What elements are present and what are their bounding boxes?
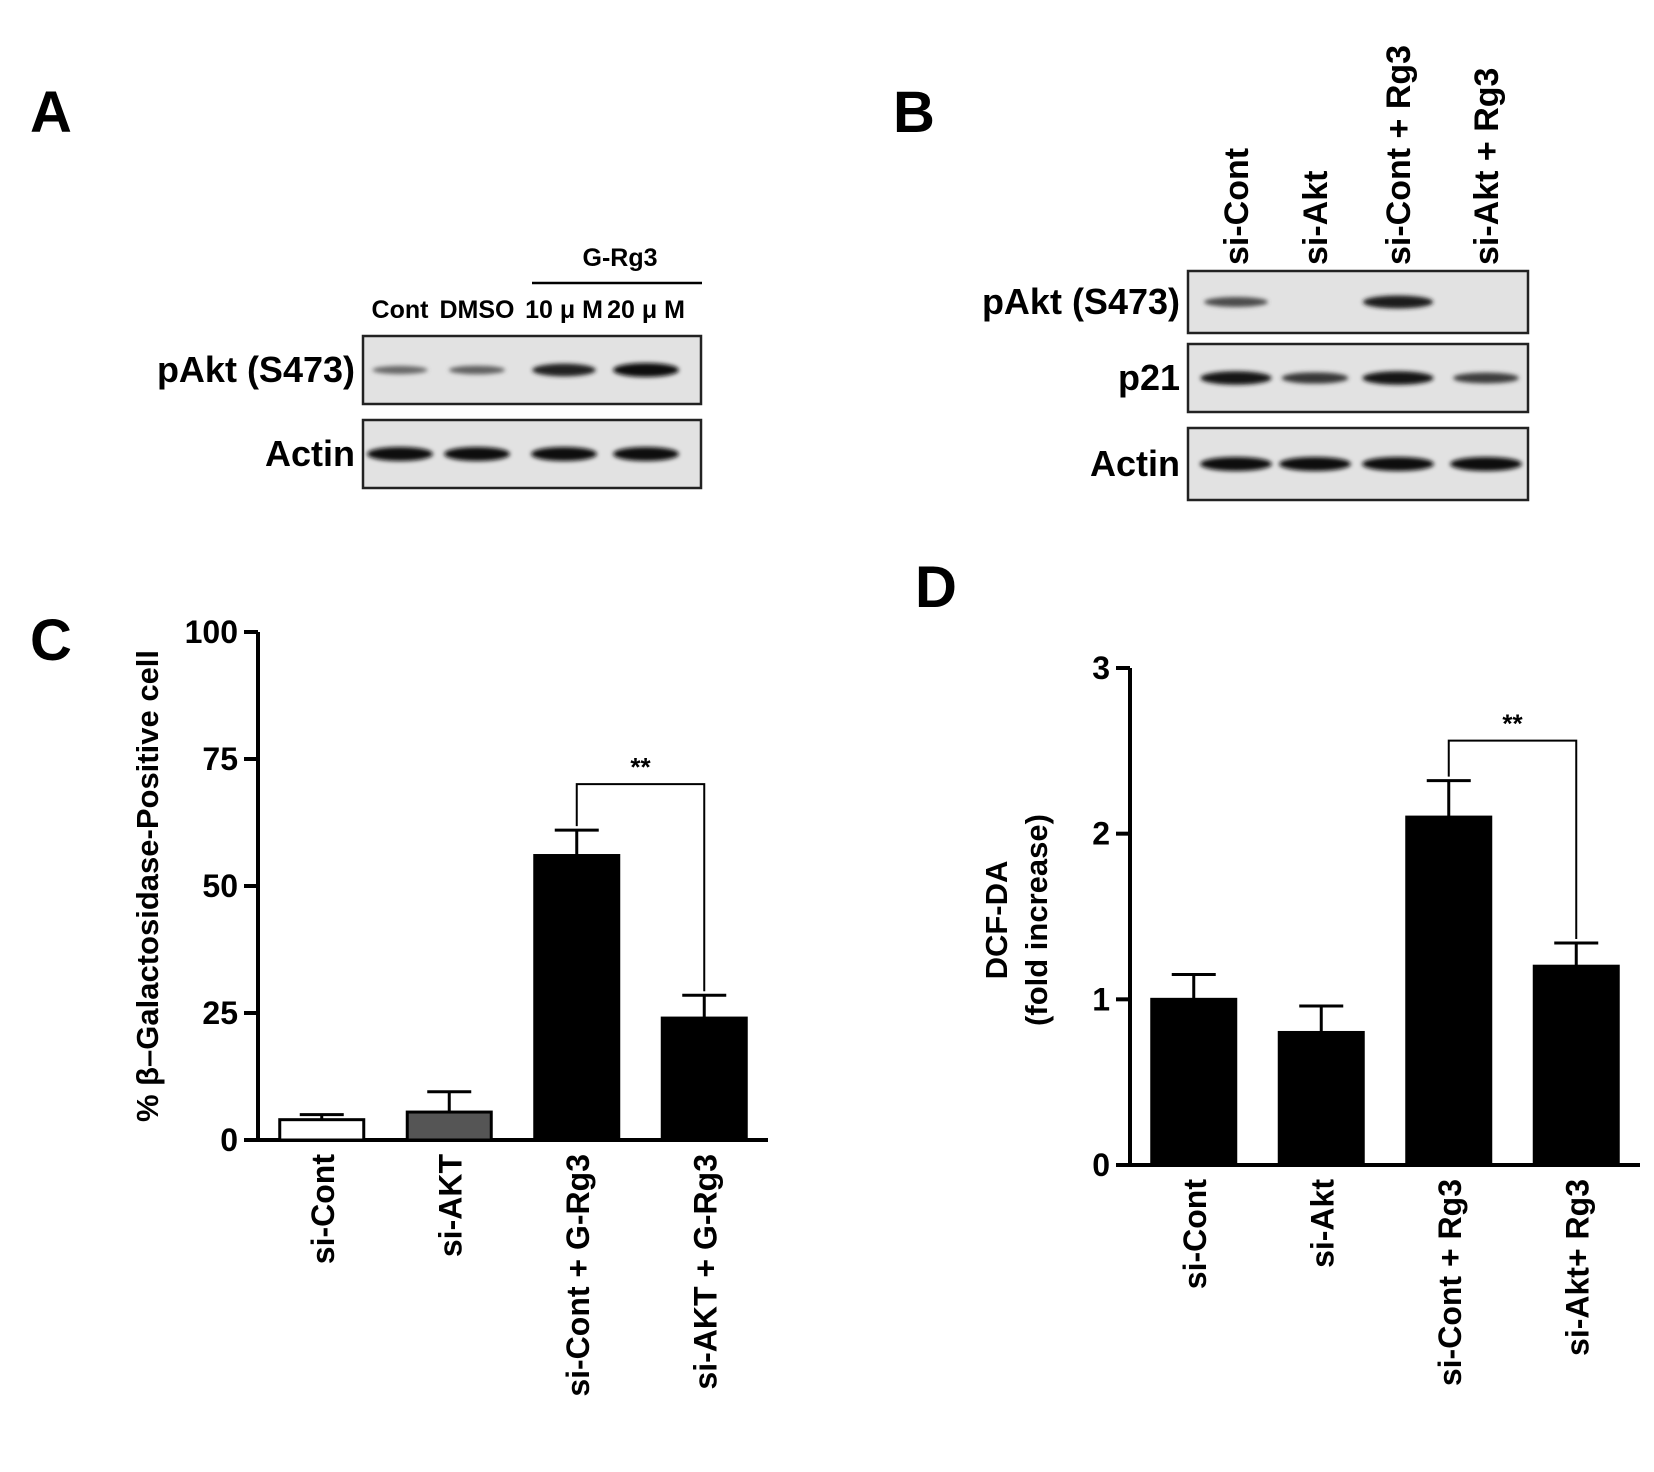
blot-band — [448, 365, 506, 375]
blot-row-label: pAkt (S473) — [157, 349, 355, 390]
x-category-label: si-Akt — [1304, 1179, 1340, 1268]
y-tick-label: 25 — [202, 995, 238, 1031]
blot-band — [1362, 295, 1434, 309]
chart-c-senescence: 0 25 50 75 100 % β–Galactosidase-Positive cel… — [130, 614, 768, 1397]
chart-d-dcf-da: 0 1 2 3 DCF-DA (fold increase) si-Cont si-Akt si… — [979, 650, 1640, 1386]
blot-strip: pAkt (S473) — [982, 269, 1530, 335]
significance-label: ** — [1502, 709, 1523, 739]
bar-4 — [660, 1016, 748, 1142]
blot-band — [444, 447, 510, 461]
blot-band — [532, 363, 596, 377]
y-tick-label: 75 — [202, 741, 238, 777]
blot-band — [531, 447, 597, 461]
bar-3 — [533, 854, 621, 1142]
blot-band — [1279, 457, 1351, 471]
blot-band — [1450, 457, 1522, 471]
blot-row-label: Actin — [1090, 443, 1180, 484]
blot-strip: Actin — [265, 418, 703, 490]
blot-band — [1362, 371, 1434, 385]
panel-c-letter: C — [30, 608, 72, 673]
panel-a-lane-label: DMSO — [440, 296, 515, 324]
y-tick-label: 0 — [220, 1122, 238, 1158]
panel-b-lane-label: si-Cont + Rg3 — [1380, 45, 1418, 265]
x-category-label: si-Cont — [1177, 1179, 1213, 1290]
panel-a-western-blot: G-Rg3 Cont DMSO 10 μ M 20 μ M pAkt (S473) Ac… — [157, 244, 703, 490]
bar-2 — [1277, 1030, 1365, 1167]
bar-1 — [278, 1118, 366, 1142]
blot-band — [1200, 371, 1272, 385]
panel-b-lane-label: si-Akt — [1297, 171, 1335, 265]
significance-label: ** — [630, 752, 651, 782]
panel-b-western-blot: si-Cont si-Akt si-Cont + Rg3 si-Akt + Rg3 p… — [982, 45, 1530, 502]
significance-bracket — [1447, 739, 1578, 940]
x-category-label: si-AKT — [432, 1154, 468, 1258]
panel-b-lane-label: si-Akt + Rg3 — [1468, 68, 1506, 265]
x-category-label: si-Cont + Rg3 — [1432, 1179, 1468, 1386]
panel-a-lane-label: Cont — [372, 296, 430, 324]
panel-a-lane-label: 20 μ M — [607, 296, 685, 324]
x-category-label: si-AKT + G-Rg3 — [687, 1154, 723, 1390]
y-tick-label: 3 — [1092, 650, 1110, 686]
blot-band — [1281, 372, 1349, 384]
y-tick-label: 50 — [202, 868, 238, 904]
panel-a-group-label: G-Rg3 — [583, 244, 658, 272]
y-tick-label: 2 — [1092, 816, 1110, 852]
bar-2 — [405, 1110, 493, 1142]
y-axis-title: DCF-DA — [979, 861, 1014, 980]
blot-band — [372, 365, 428, 375]
x-category-label: si-Cont + G-Rg3 — [560, 1154, 596, 1397]
x-category-label: si-Cont — [305, 1154, 341, 1265]
blot-row-label: Actin — [265, 433, 355, 474]
panel-d-letter: D — [915, 555, 957, 620]
significance-bracket — [575, 783, 706, 992]
y-axis-title: % β–Galactosidase-Positive cell — [130, 650, 165, 1122]
y-tick-label: 100 — [185, 614, 238, 650]
panel-b-letter: B — [893, 80, 935, 145]
panel-b-lane-label: si-Cont — [1218, 148, 1256, 265]
y-axis-title: (fold increase) — [1019, 814, 1054, 1026]
blot-row-label: p21 — [1118, 357, 1180, 398]
blot-band — [1204, 297, 1268, 307]
blot-band — [1362, 457, 1434, 471]
y-tick-label: 1 — [1092, 981, 1110, 1017]
y-tick-label: 0 — [1092, 1147, 1110, 1183]
bar-1 — [1150, 997, 1238, 1167]
panel-a-lane-label: 10 μ M — [525, 296, 603, 324]
blot-strip: Actin — [1090, 426, 1530, 502]
blot-row-label: pAkt (S473) — [982, 281, 1180, 322]
x-category-label: si-Akt+ Rg3 — [1559, 1179, 1595, 1356]
panel-a-letter: A — [30, 80, 72, 145]
bar-4 — [1532, 964, 1620, 1167]
blot-band — [367, 447, 433, 461]
blot-band — [613, 363, 679, 377]
bar-3 — [1405, 815, 1493, 1167]
blot-strip: pAkt (S473) — [157, 334, 703, 406]
blot-band — [1453, 372, 1519, 384]
blot-band — [613, 447, 679, 461]
blot-band — [1200, 457, 1272, 471]
blot-strip: p21 — [1118, 342, 1530, 414]
